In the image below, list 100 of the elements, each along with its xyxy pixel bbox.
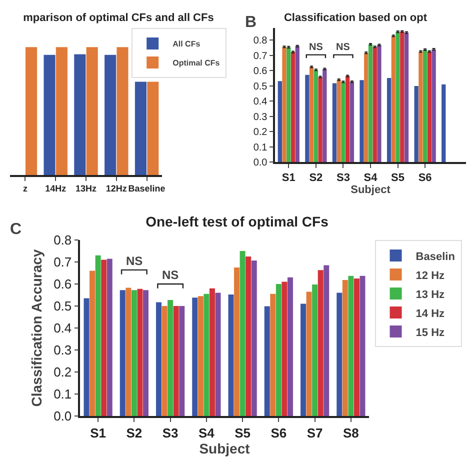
bar	[309, 66, 314, 162]
bar	[44, 54, 56, 175]
bar	[336, 292, 342, 416]
bar	[346, 76, 350, 162]
bar	[400, 32, 404, 162]
x-tick-label: S4	[364, 172, 378, 184]
bar	[368, 44, 373, 162]
bar	[377, 45, 382, 162]
bar	[442, 84, 446, 162]
chart-title: mparison of optimal CFs and all CFs	[23, 12, 214, 24]
bar	[386, 78, 392, 162]
bar	[423, 50, 428, 162]
bar	[95, 255, 101, 416]
bar	[106, 258, 112, 416]
bar	[209, 288, 215, 416]
annotation: NS	[162, 268, 179, 282]
x-tick-label: S1	[282, 172, 296, 184]
y-tick-label: 0.8	[54, 232, 72, 248]
bar	[354, 278, 360, 416]
y-axis-title: Classification Accuracy	[28, 249, 44, 407]
bar	[74, 54, 86, 175]
y-tick-label: 0.0	[253, 158, 268, 168]
bar	[322, 68, 327, 162]
y-tick-label: 0.3	[253, 112, 268, 123]
bar	[300, 304, 306, 416]
x-tick-label: z	[22, 184, 28, 194]
bar	[341, 82, 346, 162]
bar	[56, 47, 68, 175]
x-tick-label: S5	[391, 172, 405, 184]
bar	[306, 292, 312, 416]
bar	[26, 47, 38, 175]
bar	[324, 265, 330, 416]
bar	[318, 270, 324, 416]
chart-title: One-left test of optimal CFs	[146, 214, 329, 230]
x-tick-label: S1	[90, 425, 106, 440]
x-tick-label: S3	[336, 172, 350, 184]
x-tick-label: S8	[342, 425, 359, 440]
y-tick-label: 0.7	[253, 50, 268, 62]
x-tick-label: Baseline	[128, 184, 166, 194]
bar	[288, 277, 293, 416]
bar	[364, 52, 368, 162]
bar	[295, 46, 300, 162]
y-tick-label: 0.8	[253, 36, 268, 47]
bar	[143, 290, 148, 416]
bar	[396, 32, 400, 162]
x-tick-label: S5	[234, 425, 251, 440]
bar	[251, 260, 257, 416]
y-tick-label: 0.2	[253, 127, 268, 138]
text: C	[10, 221, 22, 238]
bar	[86, 47, 98, 175]
annotation: NS	[126, 254, 143, 268]
bar	[240, 251, 246, 416]
x-tick-label: S7	[306, 425, 323, 440]
bar	[228, 294, 234, 416]
bar	[264, 306, 270, 416]
legend-label: 12 Hz	[416, 270, 446, 282]
bar	[282, 282, 288, 416]
bar	[179, 306, 185, 416]
x-tick-label: S2	[126, 425, 142, 440]
y-tick-label: 0.5	[54, 298, 72, 314]
y-tick-label: 0.4	[54, 320, 72, 336]
x-tick-label: S6	[418, 172, 432, 184]
bar	[168, 300, 174, 416]
legend-label: Optimal CFs	[172, 58, 220, 68]
bar	[147, 82, 159, 175]
bar	[350, 82, 354, 162]
y-tick-label: 0.0	[54, 408, 72, 424]
bar	[204, 294, 210, 416]
x-tick-label: S3	[162, 425, 178, 440]
x-tick-label: S2	[309, 172, 323, 184]
bar	[290, 52, 296, 162]
x-tick-label: 12Hz	[106, 184, 128, 194]
annotation: NS	[309, 42, 324, 53]
y-tick-label: 0.6	[54, 276, 72, 292]
bar	[234, 268, 240, 416]
bar	[432, 49, 436, 162]
bar	[120, 290, 126, 416]
bar	[286, 47, 291, 162]
bar	[312, 284, 318, 416]
x-tick-label: S4	[198, 425, 216, 440]
bar	[318, 77, 322, 162]
bar	[134, 82, 146, 175]
bar	[278, 81, 282, 162]
y-tick-label: 0.5	[253, 81, 268, 92]
legend-label: 14 Hz	[416, 308, 446, 320]
bar	[427, 51, 432, 162]
bar	[332, 83, 337, 162]
x-axis-title: Subject	[350, 184, 391, 196]
bar	[342, 280, 348, 416]
bar	[360, 276, 366, 416]
bar	[156, 302, 162, 416]
bar	[90, 270, 96, 416]
legend-label: Baselin	[416, 250, 456, 263]
bar	[404, 32, 409, 162]
bar	[126, 288, 132, 416]
bar	[336, 80, 341, 162]
text: B	[245, 14, 257, 31]
bar	[246, 256, 252, 416]
bar	[414, 86, 418, 162]
bar	[418, 51, 423, 162]
